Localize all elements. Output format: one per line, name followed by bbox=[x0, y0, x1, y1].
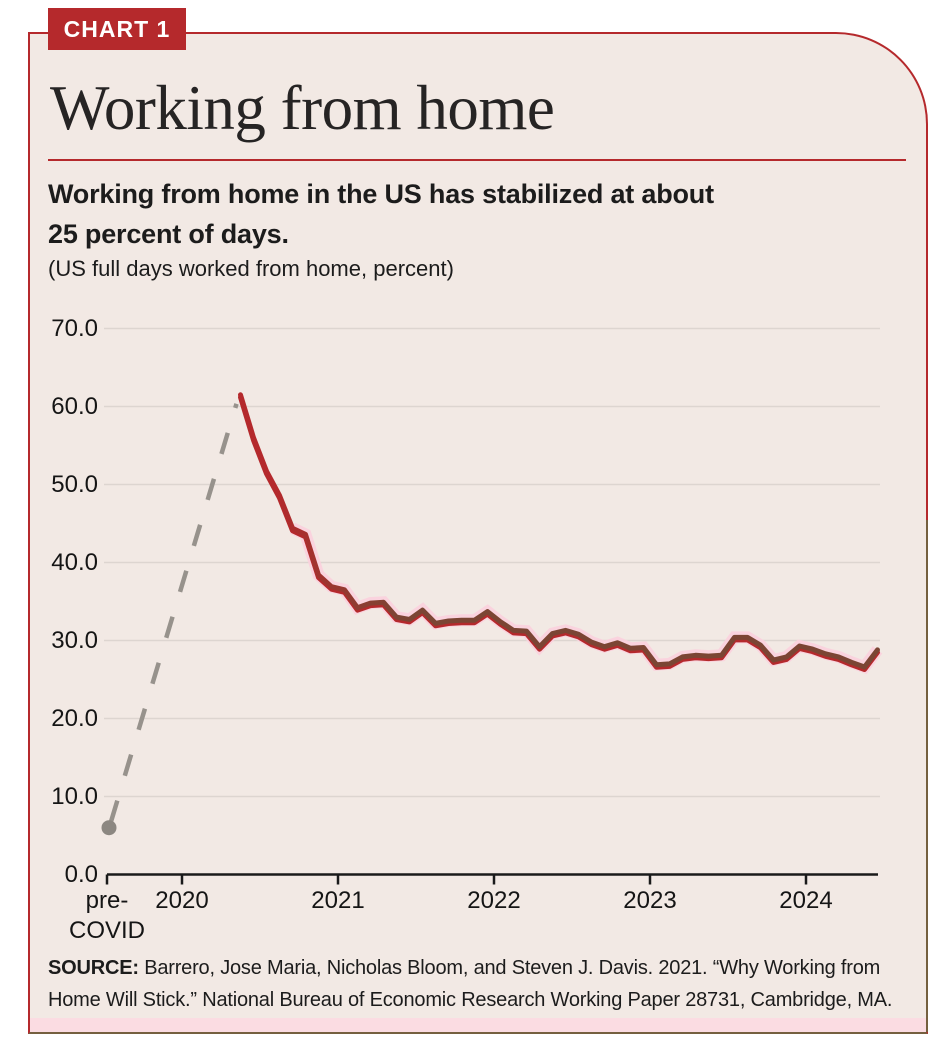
card-border-lower-right bbox=[926, 520, 928, 1032]
page-title: Working from home bbox=[50, 73, 555, 143]
bottom-accent-strip bbox=[30, 1018, 926, 1032]
source-label: SOURCE: bbox=[48, 957, 139, 979]
title-rule bbox=[48, 159, 906, 161]
y-axis-tick-label: 10.0 bbox=[51, 782, 98, 810]
axis-unit-note: (US full days worked from home, percent) bbox=[48, 256, 454, 281]
source-text-line-1: Barrero, Jose Maria, Nicholas Bloom, and… bbox=[48, 957, 881, 1011]
pre-covid-point bbox=[101, 820, 117, 836]
y-axis-tick-label: 0.0 bbox=[64, 860, 98, 888]
x-axis-tick-label: 2023 bbox=[623, 887, 677, 914]
chart-number-badge: CHART 1 bbox=[48, 8, 186, 50]
x-axis-tick-label: 2021 bbox=[311, 887, 365, 914]
dashed-connector-line bbox=[108, 403, 239, 823]
y-axis-tick-label: 20.0 bbox=[51, 704, 98, 732]
wfh-series-line bbox=[238, 392, 880, 670]
chart-subtitle: Working from home in the US has stabiliz… bbox=[48, 174, 714, 254]
chart-subtitle-line-2: 25 percent of days. bbox=[48, 219, 289, 249]
y-axis-tick-label: 30.0 bbox=[51, 626, 98, 654]
source-note: SOURCE: Barrero, Jose Maria, Nicholas Bl… bbox=[48, 952, 916, 1016]
y-axis-tick-label: 50.0 bbox=[51, 470, 98, 498]
y-axis-tick-label: 70.0 bbox=[51, 314, 98, 342]
chart-subtitle-line-1: Working from home in the US has stabiliz… bbox=[48, 179, 714, 209]
line-halo bbox=[289, 522, 883, 675]
y-axis-tick-label: 60.0 bbox=[51, 392, 98, 420]
source-text-line-2: Will Stick.” National Bureau of Economic… bbox=[105, 989, 893, 1011]
x-axis-tick-label: 2022 bbox=[467, 887, 521, 914]
x-axis-tick-label: pre- COVID bbox=[68, 887, 145, 944]
x-axis-tick-label: 2020 bbox=[155, 887, 209, 914]
chart-number-badge-label: CHART 1 bbox=[63, 15, 171, 42]
x-axis-tick-label: 2024 bbox=[779, 887, 833, 914]
y-axis-tick-label: 40.0 bbox=[51, 548, 98, 576]
chart-card bbox=[28, 32, 928, 1034]
